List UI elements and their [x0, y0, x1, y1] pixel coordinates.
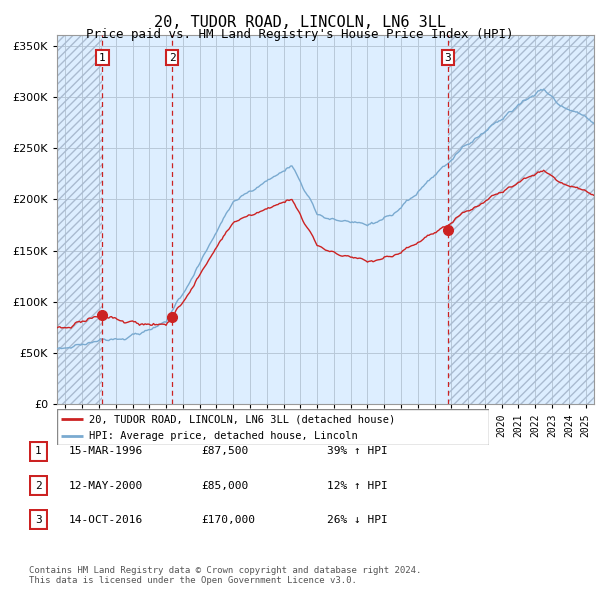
Text: HPI: Average price, detached house, Lincoln: HPI: Average price, detached house, Linc… [89, 431, 358, 441]
Text: 2: 2 [169, 53, 176, 63]
Text: 12-MAY-2000: 12-MAY-2000 [69, 481, 143, 490]
Text: 2: 2 [35, 481, 42, 490]
FancyBboxPatch shape [30, 442, 47, 461]
Text: £85,000: £85,000 [201, 481, 248, 490]
Text: 39% ↑ HPI: 39% ↑ HPI [327, 447, 388, 456]
FancyBboxPatch shape [30, 510, 47, 529]
Text: 15-MAR-1996: 15-MAR-1996 [69, 447, 143, 456]
Bar [448, 35, 594, 404]
Text: 1: 1 [35, 447, 42, 456]
Bar [57, 35, 103, 404]
Text: £170,000: £170,000 [201, 515, 255, 525]
Text: £87,500: £87,500 [201, 447, 248, 456]
Bar [103, 35, 448, 404]
Text: 14-OCT-2016: 14-OCT-2016 [69, 515, 143, 525]
Text: 1: 1 [99, 53, 106, 63]
Text: Price paid vs. HM Land Registry's House Price Index (HPI): Price paid vs. HM Land Registry's House … [86, 28, 514, 41]
FancyBboxPatch shape [57, 409, 489, 445]
Text: 20, TUDOR ROAD, LINCOLN, LN6 3LL (detached house): 20, TUDOR ROAD, LINCOLN, LN6 3LL (detach… [89, 414, 395, 424]
Bar [57, 35, 103, 404]
Text: 3: 3 [35, 515, 42, 525]
Text: 26% ↓ HPI: 26% ↓ HPI [327, 515, 388, 525]
Bar [448, 35, 594, 404]
Text: 12% ↑ HPI: 12% ↑ HPI [327, 481, 388, 490]
Text: 20, TUDOR ROAD, LINCOLN, LN6 3LL: 20, TUDOR ROAD, LINCOLN, LN6 3LL [154, 15, 446, 30]
Text: 3: 3 [445, 53, 451, 63]
Text: Contains HM Land Registry data © Crown copyright and database right 2024.
This d: Contains HM Land Registry data © Crown c… [29, 566, 421, 585]
FancyBboxPatch shape [30, 476, 47, 495]
